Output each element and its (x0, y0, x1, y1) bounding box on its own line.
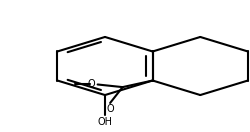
Text: O: O (106, 104, 114, 114)
Text: O: O (88, 79, 95, 89)
Text: OH: OH (98, 117, 112, 128)
